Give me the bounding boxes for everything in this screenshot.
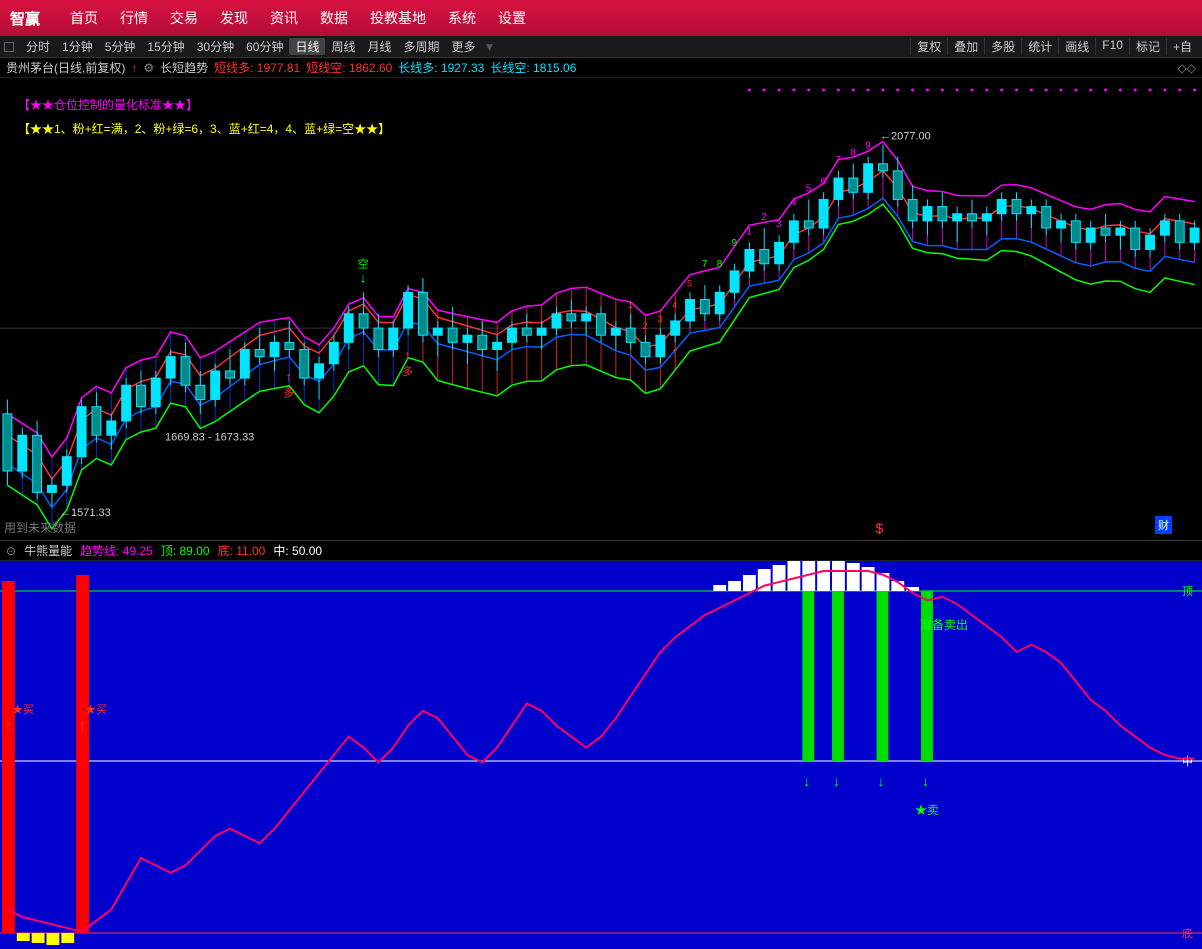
tool-复权[interactable]: 复权 [910, 38, 947, 55]
svg-text:↑: ↑ [78, 718, 86, 735]
timeframe-分时[interactable]: 分时 [20, 38, 56, 55]
svg-text:3: 3 [776, 219, 782, 230]
note-rules: 【★★1、粉+红=满，2、粉+绿=6，3、蓝+红=4，4、蓝+绿=空★★】 [18, 120, 390, 137]
svg-text:9: 9 [865, 141, 871, 152]
svg-text:8: 8 [717, 259, 723, 270]
svg-text:6: 6 [821, 176, 827, 187]
timeframe-30分钟[interactable]: 30分钟 [191, 38, 240, 55]
nav-系统[interactable]: 系统 [448, 8, 476, 28]
svg-text:2: 2 [643, 321, 648, 331]
trend-label: 长短趋势 [160, 59, 208, 76]
cai-badge: 财 [1155, 516, 1172, 534]
tool-统计[interactable]: 统计 [1021, 38, 1058, 55]
svg-text:空: 空 [358, 256, 369, 270]
metric-short-short: 短线空: 1862.60 [306, 59, 392, 76]
timeframe-月线[interactable]: 月线 [362, 38, 398, 55]
note-position-control: 【★★仓位控制的量化标准★★】 [18, 96, 198, 113]
svg-text:8: 8 [850, 148, 856, 159]
timeframe-5分钟[interactable]: 5分钟 [99, 38, 142, 55]
svg-text:4: 4 [791, 198, 797, 209]
tool-多股[interactable]: 多股 [984, 38, 1021, 55]
svg-text:7: 7 [835, 155, 841, 166]
app-brand: 智赢 [10, 8, 40, 29]
svg-text:多: 多 [283, 386, 294, 400]
svg-text:底: 底 [1182, 926, 1193, 940]
svg-text:5: 5 [687, 278, 692, 288]
svg-text:1669.83 - 1673.33: 1669.83 - 1673.33 [165, 431, 254, 443]
svg-text:中: 中 [1182, 755, 1193, 768]
svg-text:↓: ↓ [360, 269, 367, 285]
svg-text:1: 1 [746, 226, 752, 237]
tool-F10[interactable]: F10 [1095, 38, 1129, 55]
timeframe-bar: 分时1分钟5分钟15分钟30分钟60分钟日线周线月线多周期更多 ▼ 复权叠加多股… [0, 36, 1202, 58]
stock-info-bar: 贵州茅台(日线,前复权) ↑ ⚙ 长短趋势 短线多: 1977.81 短线空: … [0, 58, 1202, 78]
svg-text:↑: ↑ [671, 344, 679, 361]
buy-star-1: ★买 [12, 701, 34, 717]
svg-text:1: 1 [628, 300, 633, 310]
indicator-chart[interactable]: 顶中底 ↓ ↓ ↓ ↓ ↑ ↑ ★买 ★买 准备卖出 ★卖 [0, 561, 1202, 949]
svg-text:7: 7 [702, 259, 708, 270]
stock-name: 贵州茅台(日线,前复权) [6, 59, 125, 76]
svg-text:3: 3 [657, 314, 662, 324]
future-data-note: 用到未来数据 [4, 519, 76, 536]
sell-text: 准备卖出 [920, 616, 968, 633]
up-arrow-icon: ↑ [131, 61, 137, 75]
svg-text:↑: ↑ [285, 369, 292, 385]
nav-数据[interactable]: 数据 [320, 8, 348, 28]
main-nav: 首页 行情 交易 发现 资讯 数据 投教基地 系统 设置 [70, 8, 526, 28]
svg-text:↑: ↑ [4, 718, 12, 735]
metric-long-long: 长线多: 1927.33 [398, 59, 484, 76]
tool-+自[interactable]: +自 [1166, 38, 1198, 55]
metric-long-short: 长线空: 1815.06 [490, 59, 576, 76]
svg-text:↓: ↓ [922, 773, 929, 789]
svg-text:9: 9 [732, 238, 738, 249]
timeframe-15分钟[interactable]: 15分钟 [141, 38, 190, 55]
svg-text:5: 5 [806, 183, 812, 194]
svg-text:←1571.33: ←1571.33 [60, 507, 111, 519]
collapse-icon[interactable]: ⊙ [6, 544, 16, 558]
buy-star-2: ★买 [85, 701, 107, 717]
tool-画线[interactable]: 画线 [1058, 38, 1095, 55]
timeframe-更多[interactable]: 更多 [446, 38, 482, 55]
sell-star: ★卖 [915, 801, 939, 818]
tool-标记[interactable]: 标记 [1129, 38, 1166, 55]
nav-首页[interactable]: 首页 [70, 8, 98, 28]
nav-交易[interactable]: 交易 [170, 8, 198, 28]
checkbox-icon[interactable] [4, 42, 14, 52]
timeframe-日线[interactable]: 日线 [289, 38, 325, 55]
timeframe-1分钟[interactable]: 1分钟 [56, 38, 99, 55]
svg-text:多: 多 [402, 364, 413, 378]
timeframe-60分钟[interactable]: 60分钟 [240, 38, 289, 55]
svg-text:↓: ↓ [878, 773, 885, 789]
svg-text:顶: 顶 [1182, 585, 1193, 598]
svg-text:↑: ↑ [404, 347, 411, 363]
indicator-header: ⊙ 牛熊量能 趋势线: 49.25 顶: 89.00 底: 11.00 中: 5… [0, 541, 1202, 561]
nav-资讯[interactable]: 资讯 [270, 8, 298, 28]
timeframe-周线[interactable]: 周线 [325, 38, 361, 55]
tool-叠加[interactable]: 叠加 [947, 38, 984, 55]
main-chart[interactable]: ←1571.33←2077.001669.83 - 1673.33↑多↑多空↓↑… [0, 78, 1202, 541]
chevron-icons[interactable]: ◇◇ [1178, 61, 1196, 75]
svg-text:←2077.00: ←2077.00 [880, 130, 931, 142]
nav-投教基地[interactable]: 投教基地 [370, 8, 426, 28]
timeframe-多周期[interactable]: 多周期 [398, 38, 446, 55]
gear-icon[interactable]: ⚙ [143, 61, 154, 75]
svg-text:↓: ↓ [803, 773, 810, 789]
indicator-name: 牛熊量能 [24, 542, 72, 559]
nav-设置[interactable]: 设置 [498, 8, 526, 28]
metric-short-long: 短线多: 1977.81 [214, 59, 300, 76]
top-menu-bar: 智赢 首页 行情 交易 发现 资讯 数据 投教基地 系统 设置 [0, 0, 1202, 36]
nav-发现[interactable]: 发现 [220, 8, 248, 28]
nav-行情[interactable]: 行情 [120, 8, 148, 28]
svg-text:4: 4 [672, 300, 677, 310]
svg-text:2: 2 [761, 212, 767, 223]
svg-text:$: $ [876, 520, 884, 536]
svg-text:↓: ↓ [833, 773, 840, 789]
